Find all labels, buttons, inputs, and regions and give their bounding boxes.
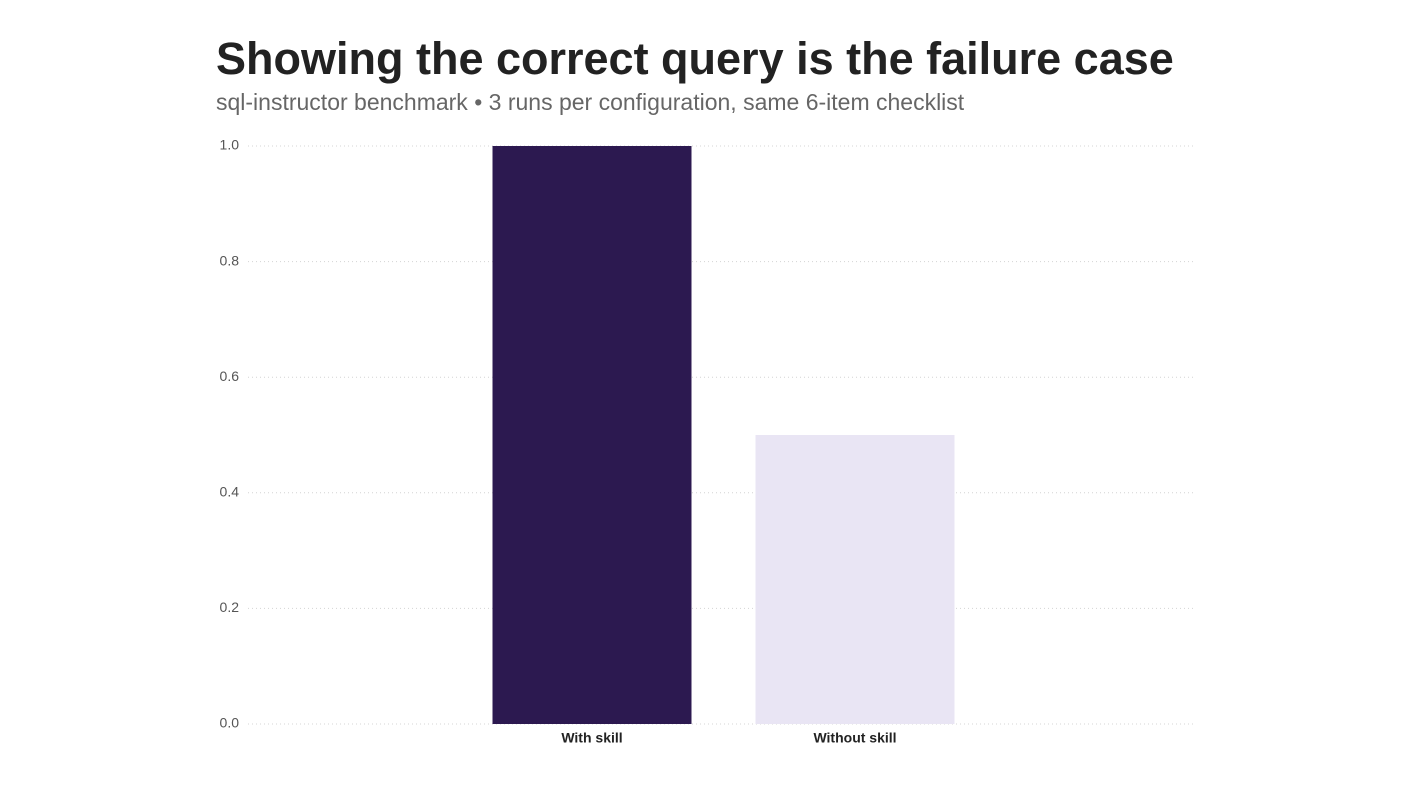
x-tick-label: Without skill (813, 730, 896, 746)
x-tick-label: With skill (561, 730, 622, 746)
y-tick-label: 0.6 (220, 368, 240, 384)
y-tick-label: 1.0 (220, 137, 240, 153)
chart-subtitle: sql-instructor benchmark • 3 runs per co… (216, 89, 965, 115)
y-tick-label: 0.0 (220, 715, 240, 731)
bar (755, 435, 955, 724)
y-tick-label: 0.8 (220, 252, 240, 268)
chart-title: Showing the correct query is the failure… (216, 33, 1174, 84)
y-tick-label: 0.4 (220, 484, 240, 500)
bar (492, 146, 692, 724)
y-tick-label: 0.2 (220, 599, 240, 615)
